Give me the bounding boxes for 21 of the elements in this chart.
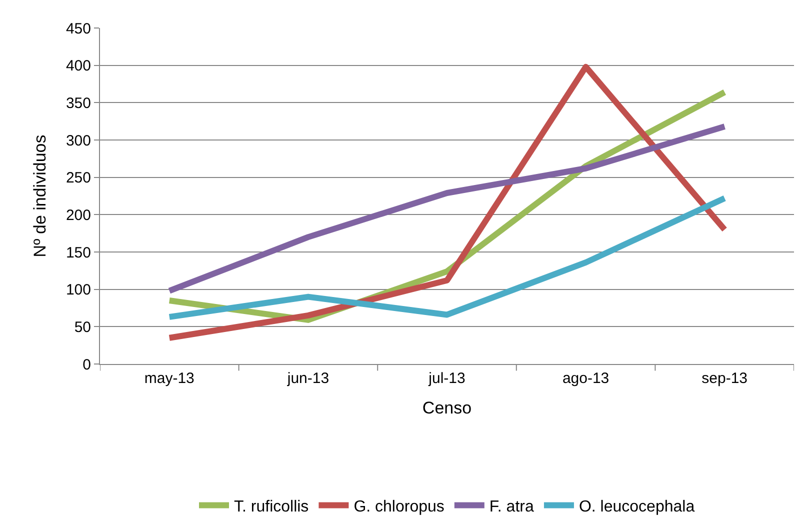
y-tick-label: 50 — [74, 318, 91, 336]
x-tick-label: jun-13 — [286, 370, 330, 387]
legend-label: T. ruficollis — [234, 498, 309, 516]
y-tick-label: 400 — [66, 58, 91, 75]
legend-label: O. leucocephala — [578, 498, 695, 516]
y-tick-label: 450 — [66, 20, 91, 38]
legend-label: F. atra — [489, 498, 534, 516]
y-tick-label: 150 — [66, 244, 91, 262]
x-tick-label: ago-13 — [562, 370, 610, 387]
y-axis-title: Nº de individuos — [30, 134, 50, 258]
y-tick-label: 350 — [66, 94, 91, 112]
legend-label: G. chloropus — [354, 498, 444, 516]
x-tick-label: jul-13 — [428, 370, 466, 387]
x-tick-label: may-13 — [144, 370, 194, 387]
y-tick-label: 250 — [66, 170, 91, 187]
y-tick-label: 300 — [66, 132, 91, 150]
x-axis-title: Censo — [422, 398, 472, 418]
x-tick-label: sep-13 — [702, 370, 748, 387]
y-tick-label: 200 — [66, 206, 91, 224]
y-tick-label: 0 — [82, 356, 91, 374]
y-tick-label: 100 — [66, 282, 91, 299]
